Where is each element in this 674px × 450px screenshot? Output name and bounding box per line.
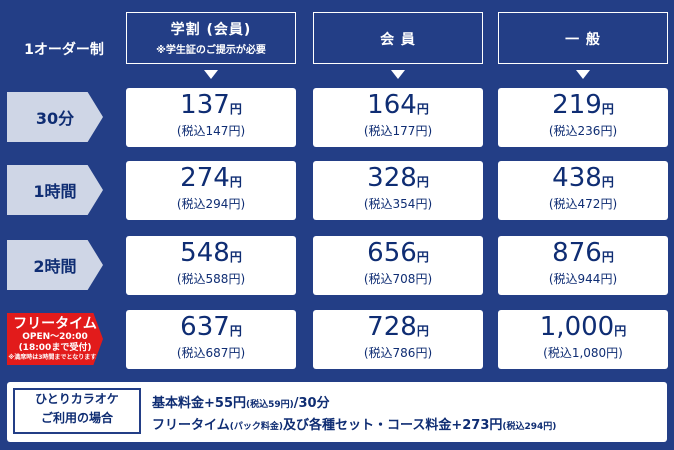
price-cell: 1,000円 (税込1,080円)	[498, 310, 668, 369]
price-tax: (税込687円)	[176, 346, 246, 360]
row-label-2hours: 2時間	[7, 240, 103, 290]
price-cell: 164円 (税込177円)	[313, 88, 483, 147]
solo-karaoke-label: ひとりカラオケ ご利用の場合	[13, 388, 141, 434]
yen-unit: 円	[416, 102, 429, 116]
price-value: 219	[552, 90, 602, 120]
yen-unit: 円	[614, 324, 627, 338]
price-value: 438	[552, 163, 602, 193]
free-time-hours: OPEN〜20:00	[22, 332, 88, 342]
price-tax: (税込147円)	[176, 124, 246, 138]
yen-unit: 円	[229, 324, 242, 338]
yen-unit: 円	[416, 324, 429, 338]
solo-basic-unit: /30分	[293, 396, 330, 411]
price-cell: 328円 (税込354円)	[313, 161, 483, 220]
solo-free-b: 及び各種セット・コース料金+273円	[282, 418, 503, 433]
solo-free-pack: (パック料金)	[229, 422, 283, 432]
solo-free-time-fee: フリータイム(パック料金)及び各種セット・コース料金+273円(税込294円)	[152, 414, 556, 433]
price-tax: (税込294円)	[176, 197, 246, 211]
down-arrow-icon	[391, 70, 405, 79]
solo-label-line2: ご利用の場合	[40, 411, 113, 425]
yen-unit: 円	[229, 175, 242, 189]
yen-unit: 円	[416, 175, 429, 189]
price-tax: (税込588円)	[176, 272, 246, 286]
solo-basic-fee: 基本料金+55円(税込59円)/30分	[152, 392, 330, 411]
price-tax: (税込708円)	[363, 272, 433, 286]
price-value: 876	[552, 238, 602, 268]
column-title: 一 般	[565, 32, 601, 48]
column-title: 会 員	[380, 32, 416, 48]
solo-basic-tax: (税込59円)	[245, 400, 294, 410]
free-time-title: フリータイム	[13, 316, 97, 332]
free-time-reception: (18:00まで受付)	[18, 343, 92, 353]
solo-label-line1: ひとりカラオケ	[35, 392, 119, 406]
price-value: 548	[180, 238, 230, 268]
yen-unit: 円	[601, 175, 614, 189]
price-cell: 656円 (税込708円)	[313, 236, 483, 295]
column-note: ※学生証のご提示が必要	[156, 45, 266, 56]
price-value: 328	[367, 163, 417, 193]
price-tax: (税込236円)	[548, 124, 618, 138]
solo-karaoke-box: ひとりカラオケ ご利用の場合 基本料金+55円(税込59円)/30分 フリータイ…	[7, 382, 667, 442]
column-header-student: 学割 (会員) ※学生証のご提示が必要	[126, 12, 296, 64]
yen-unit: 円	[229, 250, 242, 264]
price-tax: (税込1,080円)	[543, 346, 623, 360]
yen-unit: 円	[229, 102, 242, 116]
yen-unit: 円	[601, 102, 614, 116]
price-cell: 637円 (税込687円)	[126, 310, 296, 369]
yen-unit: 円	[601, 250, 614, 264]
price-tax: (税込472円)	[548, 197, 618, 211]
price-value: 274	[180, 163, 230, 193]
column-title: 学割 (会員)	[170, 22, 252, 38]
price-value: 1,000	[539, 312, 615, 342]
solo-free-a: フリータイム	[152, 418, 230, 433]
row-label-1hour: 1時間	[7, 165, 103, 215]
price-cell: 137円 (税込147円)	[126, 88, 296, 147]
row-label-30min: 30分	[7, 92, 103, 142]
price-tax: (税込177円)	[363, 124, 433, 138]
down-arrow-icon	[204, 70, 218, 79]
price-cell: 876円 (税込944円)	[498, 236, 668, 295]
price-tax: (税込354円)	[363, 197, 433, 211]
price-tax: (税込944円)	[548, 272, 618, 286]
price-cell: 274円 (税込294円)	[126, 161, 296, 220]
row-label-free-time: フリータイム OPEN〜20:00 (18:00まで受付) ※満席時は3時間まで…	[7, 313, 103, 365]
yen-unit: 円	[416, 250, 429, 264]
price-value: 164	[367, 90, 417, 120]
down-arrow-icon	[576, 70, 590, 79]
solo-free-tax: (税込294円)	[502, 422, 557, 432]
price-cell: 438円 (税込472円)	[498, 161, 668, 220]
price-cell: 219円 (税込236円)	[498, 88, 668, 147]
price-value: 137	[180, 90, 230, 120]
price-value: 728	[367, 312, 417, 342]
solo-basic-main: 基本料金+55円	[152, 396, 246, 411]
price-cell: 728円 (税込786円)	[313, 310, 483, 369]
price-value: 656	[367, 238, 417, 268]
free-time-note: ※満席時は3時間までとなります。	[8, 354, 102, 361]
column-header-general: 一 般	[498, 12, 668, 64]
price-value: 637	[180, 312, 230, 342]
column-header-member: 会 員	[313, 12, 483, 64]
order-rule: 1オーダー制	[24, 42, 104, 58]
price-cell: 548円 (税込588円)	[126, 236, 296, 295]
price-tax: (税込786円)	[363, 346, 433, 360]
